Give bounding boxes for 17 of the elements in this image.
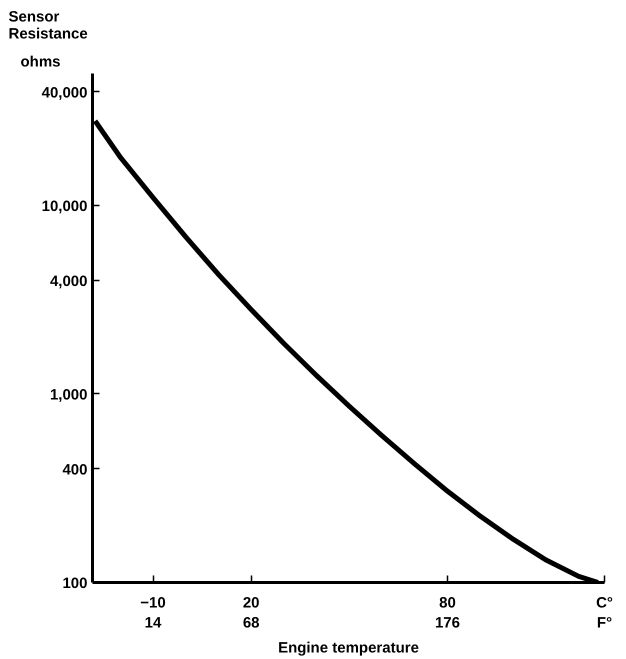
- y-tick-label: 400: [62, 461, 88, 478]
- y-axis-title: ohms: [20, 54, 61, 70]
- chart-title: Sensor Resistance: [8, 8, 88, 42]
- y-tick-label: 10,000: [42, 198, 88, 215]
- x2-tick-label: 14: [144, 614, 162, 632]
- x2-tick-label: 68: [242, 614, 260, 632]
- y-tick-label: 4,000: [50, 272, 88, 290]
- x-tick-label: −10: [140, 594, 166, 612]
- y-tick-label: 100: [62, 575, 88, 592]
- x-tick-label: 20: [242, 594, 260, 612]
- x2-tick-label: F°: [596, 614, 612, 632]
- x-tick-label: C°: [596, 594, 613, 612]
- y-tick-label: 40,000: [42, 84, 88, 102]
- x2-tick-label: 176: [434, 614, 460, 632]
- x-tick-label: 80: [439, 594, 456, 612]
- y-tick-label: 1,000: [50, 386, 88, 404]
- x-axis-title: Engine temperature: [278, 640, 419, 656]
